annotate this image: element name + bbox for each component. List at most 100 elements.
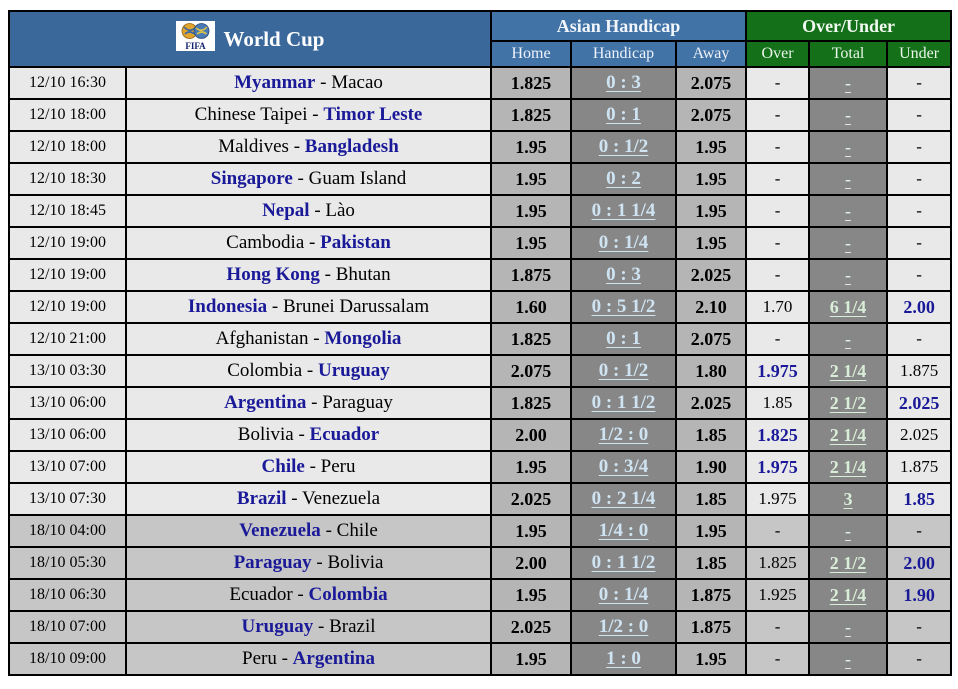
total-link[interactable]: - [845,328,852,349]
ah-home-odds: 1.825 [490,322,573,356]
total-cell[interactable]: - [808,194,889,228]
handicap-cell[interactable]: 0 : 1/4 [570,578,678,612]
total-link[interactable]: 3 [843,488,853,509]
total-cell[interactable]: - [808,66,889,100]
total-link[interactable]: - [845,616,852,637]
ah-away-odds: 1.80 [675,354,748,388]
handicap-cell[interactable]: 0 : 1/2 [570,130,678,164]
total-link[interactable]: - [845,136,852,157]
handicap-cell[interactable]: 1 : 0 [570,642,678,676]
handicap-cell[interactable]: 1/2 : 0 [570,418,678,452]
handicap-cell[interactable]: 0 : 1 [570,322,678,356]
total-cell[interactable]: 2 1/4 [808,354,889,388]
total-cell[interactable]: - [808,610,889,644]
total-link[interactable]: - [845,232,852,253]
handicap-link[interactable]: 1/4 : 0 [598,520,649,541]
total-link[interactable]: - [845,264,852,285]
handicap-link[interactable]: 0 : 3 [606,72,641,93]
handicap-cell[interactable]: 0 : 3 [570,66,678,100]
total-cell[interactable]: - [808,514,889,548]
handicap-link[interactable]: 0 : 1 1/4 [591,200,656,221]
total-cell[interactable]: - [808,642,889,676]
under-odds: - [886,642,953,676]
total-link[interactable]: 2 1/2 [829,392,867,413]
handicap-link[interactable]: 0 : 2 [606,168,641,189]
handicap-cell[interactable]: 0 : 1 1/2 [570,386,678,420]
total-link[interactable]: - [845,520,852,541]
handicap-link[interactable]: 0 : 3 [606,264,641,285]
handicap-link[interactable]: 1/2 : 0 [598,424,649,445]
total-cell[interactable]: 6 1/4 [808,290,889,324]
away-team: Lào [325,200,355,221]
home-team: Peru [242,648,277,669]
match-time: 12/10 19:00 [8,258,127,292]
total-link[interactable]: 2 1/4 [829,456,867,477]
handicap-cell[interactable]: 1/4 : 0 [570,514,678,548]
handicap-cell[interactable]: 0 : 2 1/4 [570,482,678,516]
handicap-link[interactable]: 1/2 : 0 [598,616,649,637]
total-link[interactable]: 2 1/4 [829,424,867,445]
handicap-link[interactable]: 0 : 1/2 [598,360,649,381]
under-odds: 1.90 [886,578,953,612]
total-link[interactable]: 2 1/2 [829,552,867,573]
match-row: 13/10 03:30 Colombia - Uruguay 2.075 0 : 1/… [8,354,953,388]
handicap-cell[interactable]: 0 : 1 1/4 [570,194,678,228]
total-link[interactable]: - [845,168,852,189]
handicap-cell[interactable]: 0 : 1 1/2 [570,546,678,580]
handicap-link[interactable]: 0 : 5 1/2 [591,296,656,317]
away-team: Macao [331,72,383,93]
handicap-cell[interactable]: 1/2 : 0 [570,610,678,644]
under-odds: - [886,610,953,644]
total-cell[interactable]: 2 1/4 [808,450,889,484]
total-cell[interactable]: - [808,322,889,356]
handicap-cell[interactable]: 0 : 3 [570,258,678,292]
team-separator: - [313,616,330,637]
total-cell[interactable]: - [808,258,889,292]
total-link[interactable]: - [845,72,852,93]
handicap-cell[interactable]: 0 : 1/2 [570,354,678,388]
handicap-link[interactable]: 0 : 1 [606,104,641,125]
total-cell[interactable]: 3 [808,482,889,516]
total-link[interactable]: 2 1/4 [829,360,867,381]
total-cell[interactable]: 2 1/4 [808,578,889,612]
handicap-link[interactable]: 0 : 2 1/4 [591,488,656,509]
under-odds: - [886,322,953,356]
handicap-cell[interactable]: 0 : 1 [570,98,678,132]
total-link[interactable]: 2 1/4 [829,584,867,605]
handicap-link[interactable]: 0 : 1 1/2 [591,392,656,413]
handicap-link[interactable]: 0 : 1 [606,328,641,349]
total-cell[interactable]: 2 1/4 [808,418,889,452]
total-link[interactable]: 6 1/4 [829,296,867,317]
ah-home-odds: 1.95 [490,514,573,548]
total-link[interactable]: - [845,104,852,125]
handicap-cell[interactable]: 0 : 2 [570,162,678,196]
handicap-cell[interactable]: 0 : 5 1/2 [570,290,678,324]
total-cell[interactable]: - [808,162,889,196]
handicap-cell[interactable]: 0 : 1/4 [570,226,678,260]
total-cell[interactable]: 2 1/2 [808,546,889,580]
home-team: Argentina [224,392,307,413]
ah-home-odds: 1.95 [490,450,573,484]
handicap-cell[interactable]: 0 : 3/4 [570,450,678,484]
match-teams: Nepal - Lào [124,194,493,228]
away-team: Paraguay [322,392,393,413]
total-link[interactable]: - [845,200,852,221]
home-team: Chinese Taipei [194,104,308,125]
total-cell[interactable]: - [808,130,889,164]
handicap-link[interactable]: 0 : 1/2 [598,136,649,157]
total-link[interactable]: - [845,648,852,669]
handicap-link[interactable]: 0 : 1/4 [598,584,649,605]
odds-table: FIFA World Cup Asian Handicap Over/Under… [7,10,953,676]
ah-away-odds: 1.85 [675,546,748,580]
total-cell[interactable]: 2 1/2 [808,386,889,420]
handicap-link[interactable]: 0 : 3/4 [598,456,649,477]
total-cell[interactable]: - [808,98,889,132]
match-teams: Cambodia - Pakistan [124,226,493,260]
handicap-link[interactable]: 0 : 1 1/2 [591,552,656,573]
under-odds: - [886,194,953,228]
total-cell[interactable]: - [808,226,889,260]
handicap-link[interactable]: 0 : 1/4 [598,232,649,253]
over-odds: 1.975 [745,450,811,484]
handicap-link[interactable]: 1 : 0 [606,648,641,669]
